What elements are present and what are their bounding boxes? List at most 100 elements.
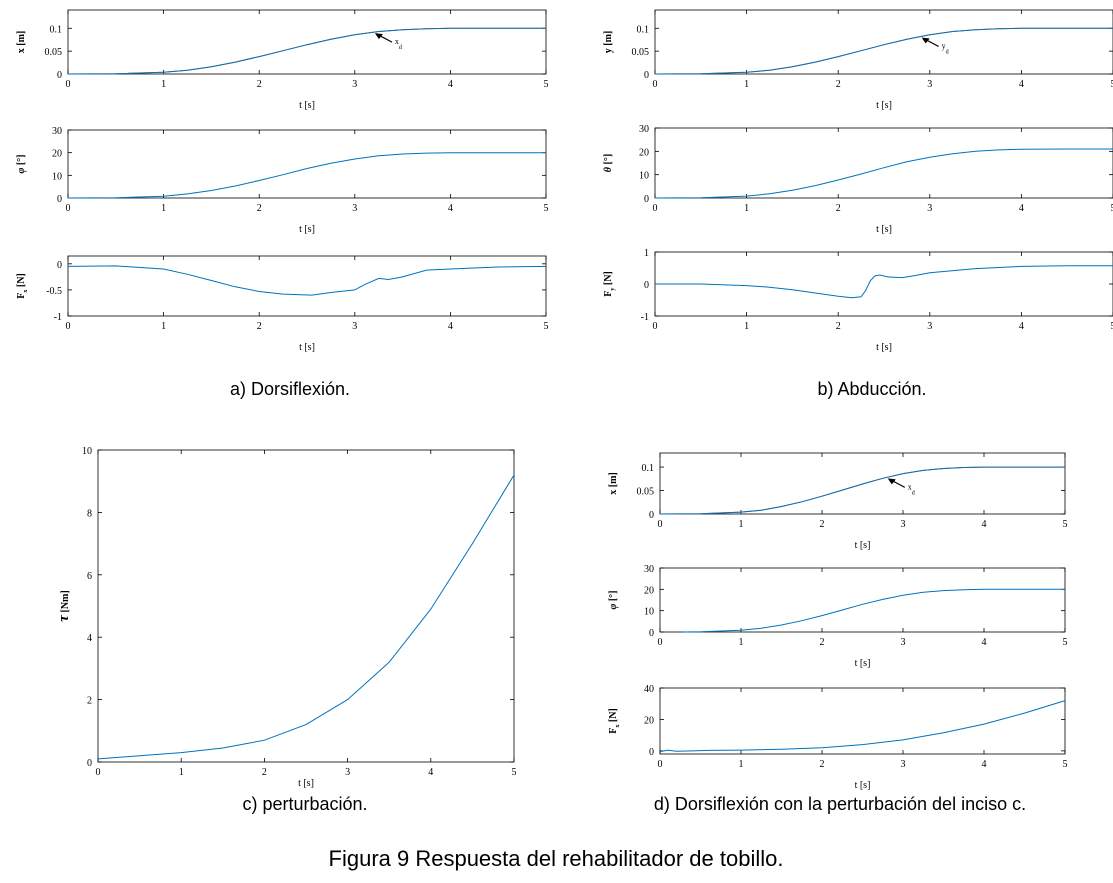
x-axis-label: t [s] [876, 224, 892, 235]
y-tick-label: -0.5 [46, 286, 62, 297]
chart-d1: 0 1 2 3 4 5 0 0.05 0.1 t [s] x [m] xd [608, 452, 1068, 551]
y-axis-label: τ [Nm] [56, 590, 72, 621]
x-tick-label: 0 [653, 321, 658, 332]
y-tick-label: 0.05 [45, 47, 63, 58]
x-axis-label: t [s] [876, 100, 892, 111]
y-axis-label-group: Fy [N] [603, 271, 616, 297]
x-tick-label: 5 [1111, 79, 1113, 90]
caption-c: c) perturbación. [242, 794, 367, 814]
y-tick-label: 0.05 [632, 47, 650, 58]
y-tick-label: 30 [52, 126, 62, 137]
x-tick-label: 2 [836, 203, 841, 214]
axes-box [654, 127, 1113, 199]
x-tick-label: 1 [161, 203, 166, 214]
x-tick-label: 1 [179, 767, 184, 778]
y-tick-label: 0 [649, 747, 654, 758]
series-line-0 [67, 265, 547, 296]
x-tick-label: 1 [739, 637, 744, 648]
x-tick-label: 2 [820, 759, 825, 770]
annotation-arrowhead [921, 37, 930, 44]
annotation-label: xd [908, 482, 915, 496]
x-tick-label: 2 [820, 519, 825, 530]
y-axis-label: φ [°] [608, 590, 619, 609]
x-tick-label: 2 [820, 637, 825, 648]
x-tick-label: 3 [927, 321, 932, 332]
y-tick-label: 10 [82, 446, 92, 457]
x-tick-label: 0 [96, 767, 101, 778]
x-tick-label: 2 [257, 321, 262, 332]
axes-box [659, 567, 1066, 633]
x-tick-label: 5 [512, 767, 517, 778]
axes-box [67, 9, 547, 75]
y-tick-label: 0.1 [50, 24, 63, 35]
chart-a2: 0 1 2 3 4 5 0 10 20 30 t [s] φ [°] [16, 126, 549, 235]
annotation-arrowhead [374, 33, 383, 40]
annotation-arrowhead [887, 478, 896, 485]
x-tick-label: 1 [744, 79, 749, 90]
y-tick-label: 0 [57, 194, 62, 205]
annotation-label: xd [395, 37, 402, 51]
series-line-0 [97, 474, 515, 760]
y-axis-label-group: y [m] [603, 31, 614, 54]
x-tick-label: 3 [901, 637, 906, 648]
series-line-0 [655, 265, 1113, 299]
x-tick-label: 4 [982, 519, 987, 530]
x-axis-label: t [s] [298, 778, 314, 789]
y-tick-label: 30 [639, 124, 649, 135]
chart-b1: 0 1 2 3 4 5 0 0.05 0.1 t [s] y [m] yd [603, 9, 1113, 111]
y-tick-label: -1 [641, 312, 649, 323]
y-tick-label: 10 [644, 607, 654, 618]
series-line-1 [659, 466, 1065, 515]
caption-b: b) Abducción. [817, 379, 926, 399]
y-axis-label: θ [°] [603, 154, 614, 172]
series-line-0 [684, 588, 1065, 633]
y-tick-label: 8 [87, 508, 92, 519]
chart-d2: 0 1 2 3 4 5 0 10 20 30 t [s] φ [°] [608, 564, 1068, 669]
y-tick-label: 6 [87, 571, 92, 582]
x-tick-label: 1 [739, 519, 744, 530]
y-tick-label: 30 [644, 564, 654, 575]
x-tick-label: 2 [836, 79, 841, 90]
series-line-1 [654, 27, 1113, 75]
y-axis-label-group: Fx [N] [608, 708, 621, 734]
x-tick-label: 1 [161, 321, 166, 332]
x-tick-label: 3 [345, 767, 350, 778]
axes-box [67, 129, 547, 199]
y-tick-label: 10 [639, 171, 649, 182]
series-line-0 [659, 700, 1066, 753]
y-axis-label-group: θ [°] [603, 154, 614, 172]
x-tick-label: 4 [1019, 321, 1024, 332]
x-tick-label: 0 [653, 203, 658, 214]
x-tick-label: 0 [66, 79, 71, 90]
axes-box [659, 687, 1066, 755]
y-axis-label-group: x [m] [16, 31, 27, 54]
y-tick-label: 20 [644, 715, 654, 726]
y-axis-label: Fx [N] [16, 273, 29, 299]
figure-caption: Figura 9 Respuesta del rehabilitador de … [329, 846, 784, 871]
x-tick-label: 1 [744, 203, 749, 214]
x-tick-label: 2 [257, 203, 262, 214]
x-tick-label: 1 [161, 79, 166, 90]
x-axis-label: t [s] [855, 540, 871, 551]
series-line-1 [67, 27, 546, 75]
y-tick-label: 10 [52, 171, 62, 182]
x-tick-label: 5 [1063, 759, 1068, 770]
x-tick-label: 0 [653, 79, 658, 90]
y-axis-label-group: φ [°] [608, 590, 619, 609]
x-tick-label: 4 [448, 79, 453, 90]
series-line-0 [659, 466, 1065, 515]
axes-box [97, 449, 515, 763]
chart-b3: 0 1 2 3 4 5 -1 0 1 t [s] Fy [N] [603, 248, 1113, 353]
x-tick-label: 4 [448, 203, 453, 214]
x-tick-label: 4 [1019, 79, 1024, 90]
series-line-0 [654, 27, 1113, 75]
axes-box [659, 452, 1066, 515]
y-tick-label: 0 [649, 510, 654, 521]
x-tick-label: 4 [448, 321, 453, 332]
x-tick-label: 4 [428, 767, 433, 778]
y-axis-label: Fy [N] [603, 271, 616, 297]
y-tick-label: 0.1 [637, 24, 650, 35]
x-tick-label: 2 [257, 79, 262, 90]
series-line-0 [67, 152, 546, 199]
x-tick-label: 5 [544, 203, 549, 214]
